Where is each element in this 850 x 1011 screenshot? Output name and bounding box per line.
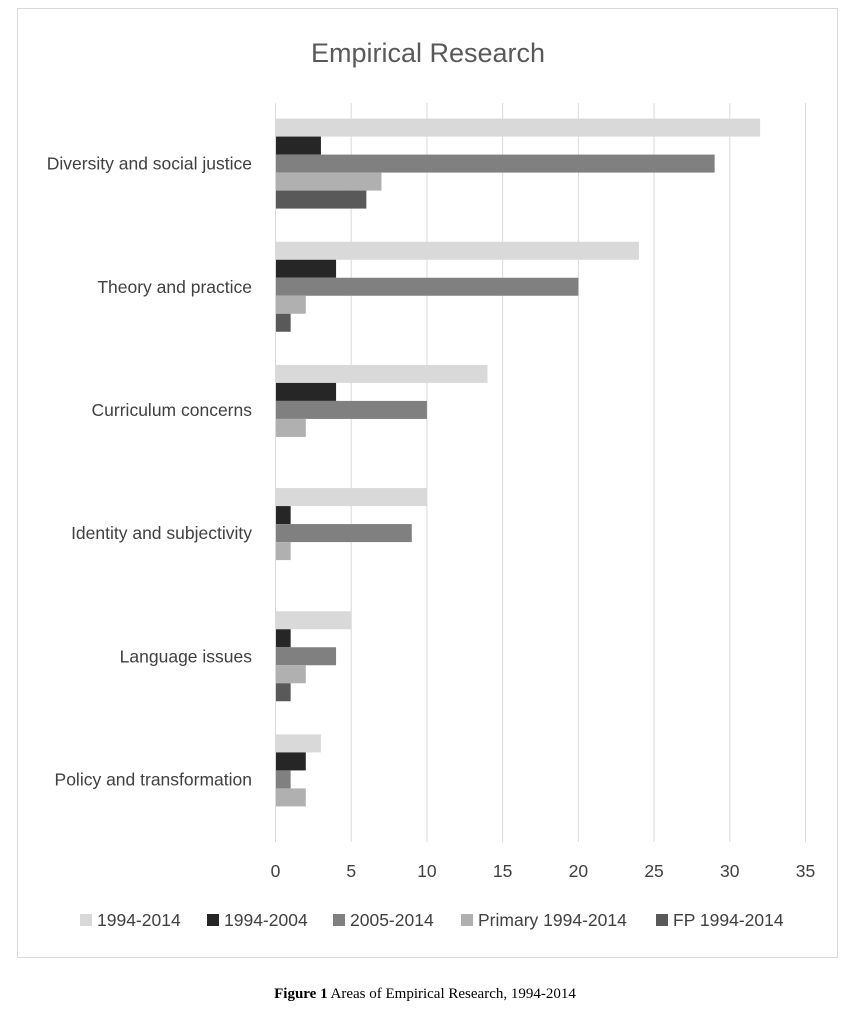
- legend-swatch: [207, 914, 219, 926]
- x-tick-label: 10: [417, 861, 437, 881]
- bar: [275, 629, 291, 648]
- category-label: Policy and transformation: [55, 769, 252, 789]
- bar: [275, 665, 306, 684]
- bar: [275, 488, 427, 507]
- bar: [275, 382, 337, 401]
- x-tick-label: 20: [569, 861, 589, 881]
- bar: [275, 542, 291, 561]
- bar: [275, 172, 382, 191]
- legend-swatch: [80, 914, 92, 926]
- chart-title: Empirical Research: [311, 38, 545, 68]
- bar: [275, 400, 427, 419]
- bar: [275, 418, 306, 437]
- bar: [275, 611, 352, 630]
- bar: [275, 241, 639, 260]
- bar: [275, 734, 321, 753]
- category-label: Diversity and social justice: [47, 154, 252, 174]
- x-tick-label: 15: [493, 861, 512, 881]
- category-label: Curriculum concerns: [92, 400, 253, 420]
- category-label: Language issues: [120, 646, 253, 666]
- bar: [275, 118, 761, 137]
- legend-label: Primary 1994-2014: [478, 910, 627, 930]
- caption-label: Figure 1: [274, 986, 328, 1002]
- legend-swatch: [656, 914, 668, 926]
- x-tick-label: 35: [796, 861, 815, 881]
- legend-label: 1994-2014: [97, 910, 181, 930]
- bar: [275, 190, 367, 209]
- category-label: Identity and subjectivity: [71, 523, 252, 543]
- bar: [275, 770, 291, 789]
- x-tick-label: 0: [271, 861, 281, 881]
- legend-label: 2005-2014: [350, 910, 434, 930]
- bar: [275, 313, 291, 332]
- bar: [275, 647, 337, 666]
- bar-chart: Empirical Research Diversity and social j…: [47, 38, 815, 930]
- bar: [275, 506, 291, 525]
- legend-label: FP 1994-2014: [673, 910, 784, 930]
- x-tick-label: 30: [720, 861, 740, 881]
- bar: [275, 788, 306, 807]
- bar: [275, 277, 579, 296]
- x-tick-label: 25: [644, 861, 663, 881]
- bar: [275, 752, 306, 771]
- bar: [275, 154, 715, 173]
- figure-caption: Figure 1 Areas of Empirical Research, 19…: [0, 986, 850, 1003]
- category-label: Theory and practice: [97, 277, 252, 297]
- bar: [275, 259, 337, 278]
- bar: [275, 136, 321, 155]
- bar: [275, 295, 306, 314]
- legend-swatch: [333, 914, 345, 926]
- bar: [275, 683, 291, 702]
- legend-swatch: [461, 914, 473, 926]
- bar: [275, 364, 488, 383]
- caption-text: Areas of Empirical Research, 1994-2014: [327, 986, 576, 1002]
- legend-label: 1994-2004: [224, 910, 308, 930]
- x-tick-label: 5: [346, 861, 356, 881]
- bar: [275, 524, 412, 543]
